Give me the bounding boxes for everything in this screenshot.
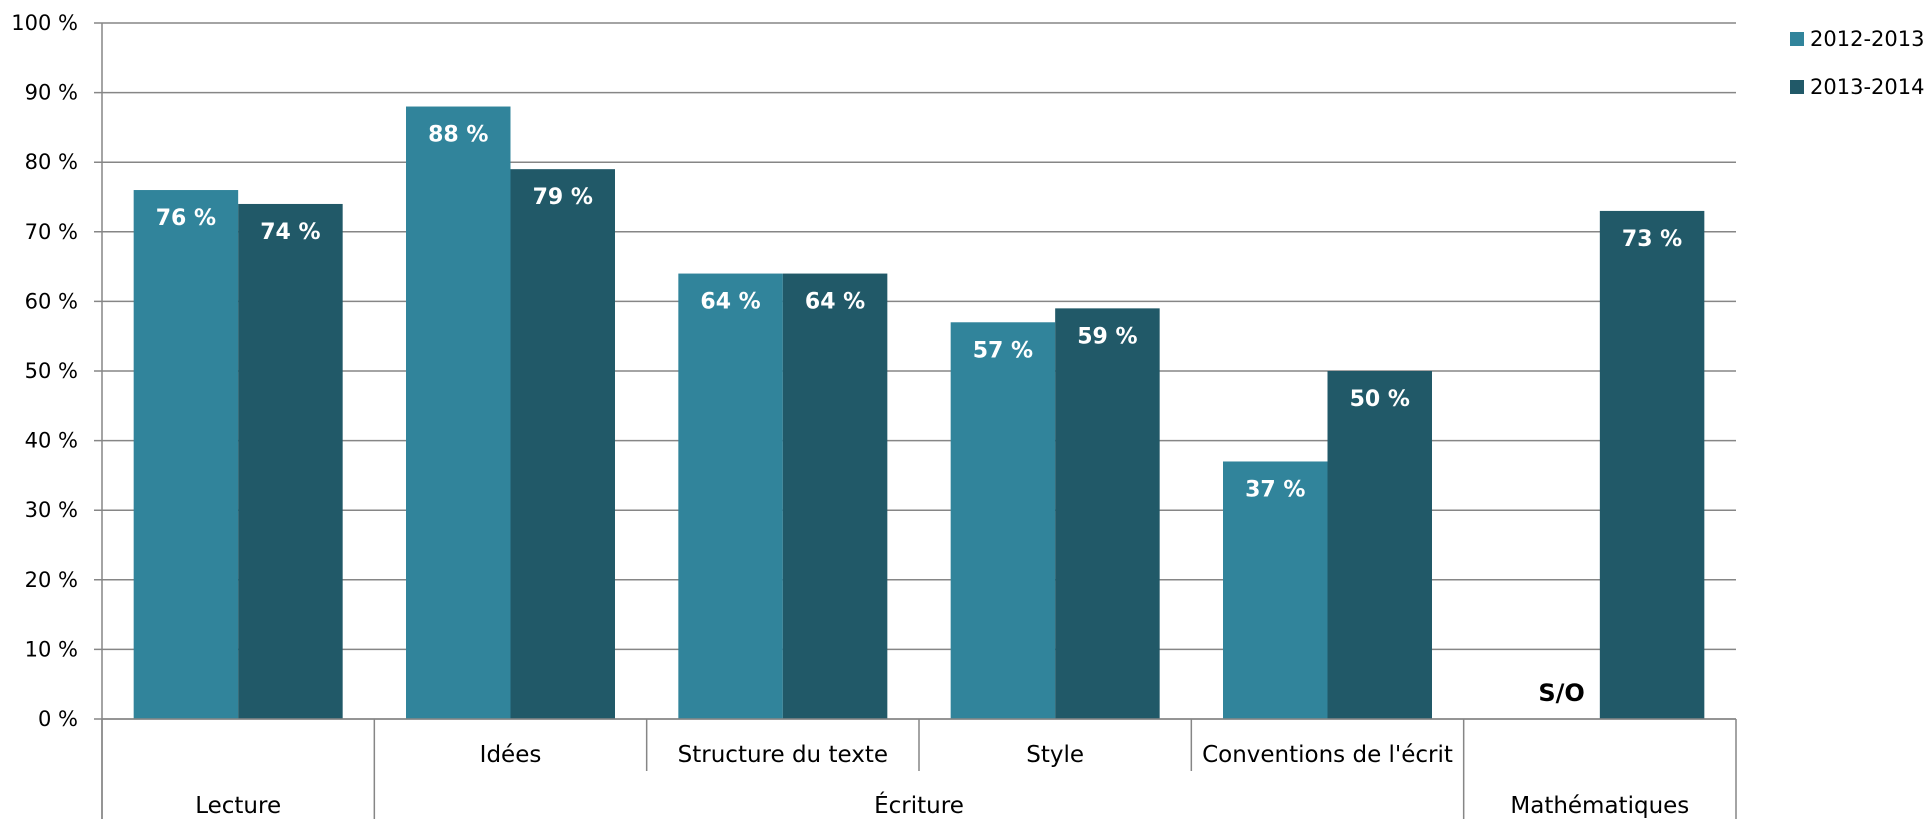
y-tick-label: 40 % — [25, 429, 78, 453]
x-subcategory-label: Style — [1026, 742, 1084, 768]
bar — [510, 169, 615, 719]
legend-label: 2012-2013 — [1810, 27, 1924, 51]
y-tick-label: 80 % — [25, 150, 78, 174]
legend-swatch — [1790, 32, 1804, 46]
bar — [1327, 371, 1432, 719]
legend-swatch — [1790, 80, 1804, 94]
bar-value-label: 64 % — [805, 290, 865, 315]
bar — [1599, 210, 1705, 720]
y-tick-label: 20 % — [25, 568, 78, 592]
gridlines — [94, 22, 1736, 720]
bar-value-label: 76 % — [156, 206, 216, 231]
data-labels: 76 % 88 % 64 % 57 % 37 % S/O 74 % 79 % 64 % 59 % 5… — [156, 123, 1682, 707]
bar-value-label: 79 % — [533, 185, 593, 210]
bars — [133, 106, 1705, 720]
y-tick-label: 100 % — [11, 11, 78, 35]
bar-value-label: 37 % — [1245, 477, 1305, 502]
x-subcategory-label: Structure du texte — [678, 742, 888, 768]
bar-value-label: 88 % — [428, 123, 488, 148]
y-tick-label: 50 % — [25, 359, 78, 383]
bar-value-label: 74 % — [260, 220, 320, 245]
x-group-label: Écriture — [874, 791, 964, 819]
bar-value-label: 73 % — [1622, 227, 1682, 252]
bar — [238, 203, 343, 719]
axes: 0 % 10 % 20 % 30 % 40 % 50 % 60 % 70 % 80 % 90 % 1… — [11, 11, 1737, 819]
bar — [678, 273, 783, 719]
legend: 2012-2013 2013-2014 — [1790, 27, 1924, 99]
x-subcategory-label: Conventions de l'écrit — [1202, 742, 1453, 768]
y-tick-label: 90 % — [25, 81, 78, 105]
y-tick-label: 70 % — [25, 220, 78, 244]
bar — [950, 322, 1056, 719]
x-group-label: Lecture — [195, 793, 281, 819]
bar-value-label: 57 % — [973, 338, 1033, 363]
y-tick-label: 0 % — [38, 707, 78, 731]
bar — [782, 273, 888, 719]
bar — [1223, 461, 1328, 719]
x-group-label: Mathématiques — [1510, 793, 1689, 819]
y-tick-label: 60 % — [25, 289, 78, 313]
bar — [133, 190, 239, 720]
y-tick-label: 10 % — [25, 637, 78, 661]
bar — [1055, 308, 1160, 719]
not-applicable-label: S/O — [1538, 679, 1584, 707]
bar-value-label: 59 % — [1077, 324, 1137, 349]
x-subcategory-label: Idées — [480, 742, 542, 768]
bar — [406, 106, 511, 719]
bar-value-label: 64 % — [700, 290, 760, 315]
bar-value-label: 50 % — [1350, 387, 1410, 412]
legend-label: 2013-2014 — [1810, 75, 1924, 99]
y-tick-label: 30 % — [25, 498, 78, 522]
